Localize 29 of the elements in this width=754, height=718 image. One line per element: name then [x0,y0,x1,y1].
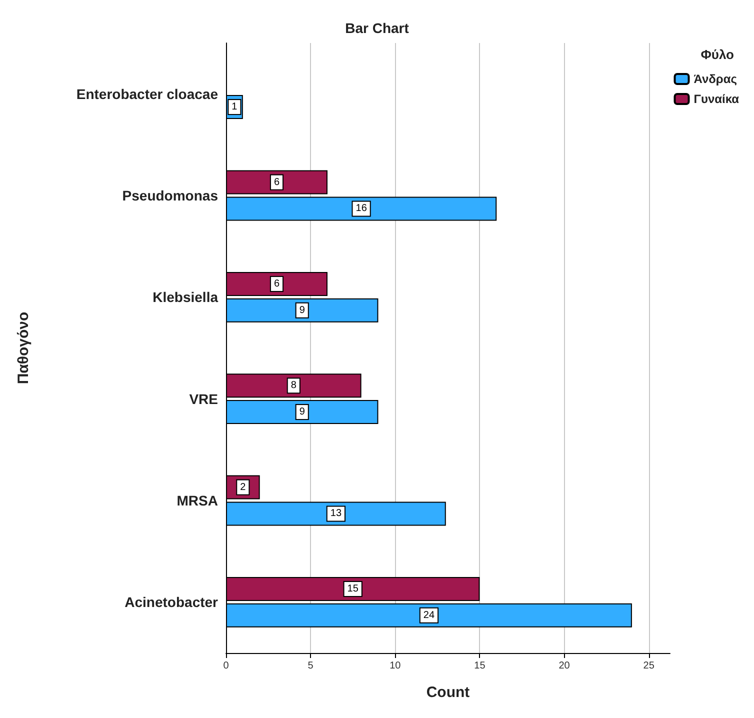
y-tick-label: Pseudomonas [122,188,218,204]
data-label: 15 [347,583,359,594]
x-tick-label: 20 [558,660,570,672]
legend-label: Άνδρας [694,72,737,86]
x-axis-title: Count [426,684,470,701]
data-label: 16 [356,203,368,214]
legend-label: Γυναίκα [694,92,740,106]
y-tick-label: MRSA [176,492,218,508]
data-label: 6 [274,278,280,290]
x-tick-label: 0 [223,660,230,672]
x-tick-label: 10 [390,660,402,672]
chart-title: Bar Chart [345,20,410,36]
data-label: 2 [240,482,246,493]
y-axis-title: Παθογόνο [15,312,32,384]
data-label: 13 [330,508,342,520]
data-label: 9 [299,406,306,418]
x-tick-label: 15 [474,660,486,672]
data-label: 8 [290,380,297,392]
data-label: 24 [423,610,435,621]
y-tick-label: Klebsiella [152,289,218,306]
x-tick-label: 5 [308,660,314,672]
data-label: 6 [274,176,280,188]
y-tick-label: VRE [189,390,218,407]
data-label: 1 [232,102,238,113]
y-tick-label: Acinetobacter [124,594,219,610]
x-tick-label: 25 [643,660,655,672]
y-tick-label: Enterobacter cloacae [76,86,218,102]
legend-title: Φύλο [700,47,734,62]
data-label: 9 [299,304,306,316]
